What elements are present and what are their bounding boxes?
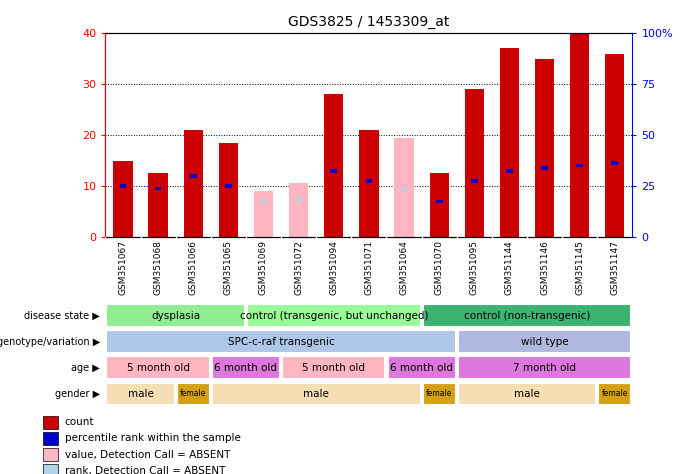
Bar [570,33,590,237]
Bar [458,330,631,353]
Bar [330,169,337,173]
Text: age ▶: age ▶ [71,363,100,373]
Bar [464,89,484,237]
Bar [155,187,161,191]
Bar [44,464,58,474]
Bar [114,161,133,237]
Text: 6 month old: 6 month old [390,363,453,373]
Bar [44,448,58,461]
Bar [430,173,449,237]
Text: female: female [602,390,628,398]
Text: gender ▶: gender ▶ [55,389,100,399]
Bar [423,304,631,327]
Bar [148,173,168,237]
Bar [184,130,203,237]
Text: count: count [65,417,94,427]
Text: wild type: wild type [521,337,568,347]
Bar [388,356,456,379]
Bar [44,432,58,445]
Bar [295,197,302,201]
Bar [359,130,379,237]
Bar [541,166,548,170]
Bar [471,179,477,183]
Bar [107,304,245,327]
Text: SPC-c-raf transgenic: SPC-c-raf transgenic [228,337,335,347]
Text: female: female [426,390,452,398]
Bar [107,330,456,353]
Text: control (transgenic, but unchanged): control (transgenic, but unchanged) [239,310,428,321]
Bar [506,169,513,173]
Bar [394,137,413,237]
Bar [458,383,596,405]
Bar [282,356,386,379]
Bar [225,184,232,188]
Text: control (non-transgenic): control (non-transgenic) [464,310,590,321]
Bar [254,191,273,237]
Bar [177,383,209,405]
Bar [212,383,420,405]
Bar [500,48,519,237]
Bar [458,356,631,379]
Text: female: female [180,390,207,398]
Bar [611,161,618,165]
Bar [107,356,209,379]
Bar [247,304,420,327]
Text: male: male [303,389,329,399]
Title: GDS3825 / 1453309_at: GDS3825 / 1453309_at [288,15,449,29]
Bar [219,143,238,237]
Bar [401,187,407,191]
Bar [605,54,624,237]
Text: 5 month old: 5 month old [303,363,365,373]
Text: disease state ▶: disease state ▶ [24,310,100,321]
Bar [289,183,308,237]
Bar [107,383,175,405]
Text: dysplasia: dysplasia [151,310,200,321]
Text: rank, Detection Call = ABSENT: rank, Detection Call = ABSENT [65,465,225,474]
Bar [212,356,280,379]
Text: 7 month old: 7 month old [513,363,576,373]
Text: value, Detection Call = ABSENT: value, Detection Call = ABSENT [65,450,230,460]
Bar [190,174,197,178]
Bar [260,200,267,203]
Bar [436,200,443,203]
Bar [423,383,456,405]
Bar [598,383,631,405]
Text: 5 month old: 5 month old [126,363,190,373]
Text: percentile rank within the sample: percentile rank within the sample [65,433,241,444]
Text: male: male [514,389,540,399]
Bar [535,59,554,237]
Text: genotype/variation ▶: genotype/variation ▶ [0,337,100,347]
Bar [366,179,372,183]
Bar [324,94,343,237]
Bar [44,416,58,428]
Text: 6 month old: 6 month old [214,363,277,373]
Text: male: male [128,389,154,399]
Bar [577,164,583,167]
Bar [120,184,126,188]
